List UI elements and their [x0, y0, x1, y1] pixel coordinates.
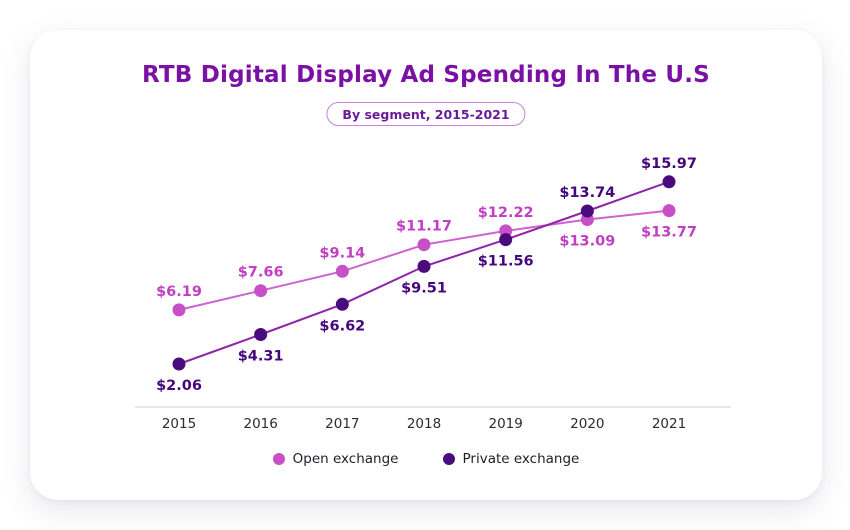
legend-label-open-exchange: Open exchange — [292, 451, 399, 467]
data-point-private-2019 — [499, 233, 513, 247]
x-tick-label: 2015 — [162, 416, 196, 432]
data-point-open-2017 — [335, 264, 349, 278]
line-chart: 2015 2016 2017 2018 2019 2020 2021 $6.19 $7.66 $9… — [135, 156, 731, 432]
legend-dot-open-exchange-icon — [272, 453, 285, 465]
data-point-open-2016 — [254, 284, 268, 298]
data-point-open-2018 — [417, 238, 431, 252]
value-label-open-2019: $12.22 — [478, 205, 534, 221]
x-tick-label: 2020 — [570, 416, 604, 432]
legend-dot-private-exchange-icon — [442, 453, 455, 465]
x-tick-label: 2018 — [407, 416, 441, 432]
value-label-open-2017: $9.14 — [319, 245, 365, 261]
value-label-private-2017: $6.62 — [319, 318, 365, 334]
subtitle-badge: By segment, 2015-2021 — [326, 102, 526, 126]
value-label-open-2020: $13.09 — [559, 234, 615, 250]
value-label-private-2019: $11.56 — [478, 254, 534, 270]
data-point-open-2021 — [662, 204, 676, 218]
data-point-private-2021 — [662, 175, 676, 189]
legend-item-open-exchange: Open exchange — [272, 451, 399, 467]
chart-legend: Open exchange Private exchange — [30, 451, 822, 467]
chart-title: RTB Digital Display Ad Spending In The U… — [142, 62, 710, 88]
data-point-private-2015 — [172, 357, 186, 371]
data-point-private-2016 — [254, 328, 268, 341]
legend-item-private-exchange: Private exchange — [442, 451, 580, 467]
value-label-private-2020: $13.74 — [559, 185, 615, 201]
x-tick-label: 2019 — [489, 416, 523, 432]
x-tick-label: 2021 — [652, 416, 686, 432]
value-label-open-2015: $6.19 — [156, 284, 202, 300]
value-label-open-2021: $13.77 — [641, 225, 697, 241]
x-tick-label: 2017 — [325, 416, 359, 432]
x-tick-label: 2016 — [243, 416, 277, 432]
value-label-private-2015: $2.06 — [156, 378, 202, 394]
value-label-private-2016: $4.31 — [238, 349, 284, 365]
data-point-private-2020 — [580, 204, 594, 218]
legend-label-private-exchange: Private exchange — [462, 451, 580, 467]
value-label-open-2018: $11.17 — [396, 219, 452, 235]
data-point-private-2018 — [417, 259, 431, 273]
value-label-private-2018: $9.51 — [401, 280, 447, 296]
value-label-private-2021: $15.97 — [641, 156, 697, 172]
value-label-open-2016: $7.66 — [238, 265, 284, 281]
data-point-private-2017 — [335, 297, 349, 311]
chart-card: RTB Digital Display Ad Spending In The U… — [30, 30, 822, 500]
data-point-open-2015 — [172, 303, 186, 317]
